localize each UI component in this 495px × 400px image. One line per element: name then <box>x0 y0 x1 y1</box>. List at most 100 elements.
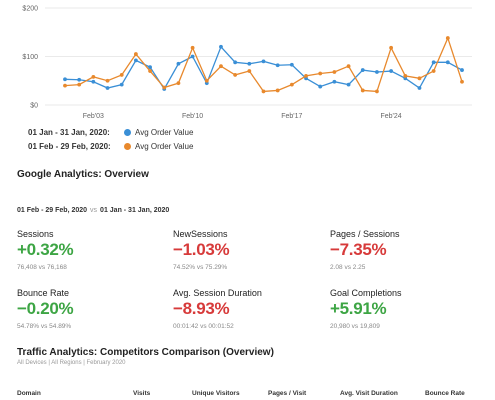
column-domain[interactable]: Domain <box>17 390 41 397</box>
data-point[interactable] <box>77 77 82 82</box>
data-point[interactable] <box>346 82 351 87</box>
data-point[interactable] <box>318 84 323 89</box>
chart-grid <box>45 7 472 106</box>
data-point[interactable] <box>91 79 96 84</box>
data-point[interactable] <box>304 74 308 78</box>
column-pages-per-visit[interactable]: Pages / Visit <box>268 390 307 397</box>
data-point[interactable] <box>119 73 124 77</box>
data-point[interactable] <box>119 82 124 87</box>
metric-pages-per-session: Pages / Sessions −7.35% 2.08 vs 2.25 <box>330 229 480 271</box>
data-point[interactable] <box>233 60 238 65</box>
data-point[interactable] <box>261 89 266 94</box>
x-tick-label: Feb'10 <box>182 113 203 120</box>
data-point[interactable] <box>261 59 266 64</box>
data-point[interactable] <box>375 70 379 74</box>
metric-value: −7.35% <box>330 240 387 259</box>
period-vs: vs <box>90 207 98 214</box>
series-1 <box>63 36 464 94</box>
y-tick-label: $200 <box>22 6 38 13</box>
legend-dot-blue <box>124 129 131 136</box>
comparison-period: 01 Feb - 29 Feb, 2020 vs 01 Jan - 31 Jan, … <box>17 207 169 214</box>
data-point[interactable] <box>162 85 167 90</box>
y-tick-label: $100 <box>22 54 38 61</box>
data-point[interactable] <box>275 88 280 93</box>
column-bounce-rate[interactable]: Bounce Rate <box>425 390 465 397</box>
data-point[interactable] <box>219 44 223 49</box>
metric-compare: 00:01:42 vs 00:01:52 <box>173 323 234 330</box>
data-point[interactable] <box>77 82 82 87</box>
metric-new-sessions: NewSessions −1.03% 74.52% vs 75.29% <box>173 229 323 271</box>
data-point[interactable] <box>289 82 294 87</box>
data-point[interactable] <box>460 79 464 84</box>
data-point[interactable] <box>247 69 252 73</box>
metric-label: Pages / Sessions <box>330 229 400 239</box>
metric-compare: 2.08 vs 2.25 <box>330 264 366 271</box>
column-avg-visit-duration[interactable]: Avg. Visit Duration <box>340 390 398 397</box>
data-point[interactable] <box>318 71 323 76</box>
data-point[interactable] <box>375 89 379 94</box>
data-point[interactable] <box>332 79 337 84</box>
data-point[interactable] <box>445 36 450 40</box>
y-tick-label: $0 <box>30 103 38 110</box>
data-point[interactable] <box>460 68 464 72</box>
data-point[interactable] <box>360 88 365 93</box>
traffic-title: Traffic Analytics: Competitors Compariso… <box>17 347 274 358</box>
data-point[interactable] <box>431 60 436 65</box>
period-current: 01 Feb - 29 Feb, 2020 <box>17 207 88 214</box>
data-point[interactable] <box>133 58 138 63</box>
legend-item-january[interactable]: 01 Jan - 31 Jan, 2020: Avg Order Value <box>28 128 193 137</box>
data-point[interactable] <box>148 65 152 70</box>
data-point[interactable] <box>176 61 181 66</box>
data-point[interactable] <box>389 45 394 50</box>
data-point[interactable] <box>289 62 294 67</box>
data-point[interactable] <box>389 69 394 73</box>
column-unique-visitors[interactable]: Unique Visitors <box>192 390 240 397</box>
data-point[interactable] <box>275 63 280 68</box>
legend-range: 01 Jan - 31 Jan, 2020: <box>28 128 110 137</box>
x-tick-label: Feb'24 <box>381 113 402 120</box>
series-line <box>64 45 463 91</box>
data-point[interactable] <box>176 81 181 86</box>
data-point[interactable] <box>360 68 365 72</box>
data-point[interactable] <box>233 73 238 77</box>
data-point[interactable] <box>63 77 67 82</box>
data-point[interactable] <box>431 69 436 73</box>
data-point[interactable] <box>417 86 422 90</box>
metric-label: NewSessions <box>173 229 228 239</box>
metric-value: −1.03% <box>173 240 230 259</box>
metric-goal-completions: Goal Completions +5.91% 20,980 vs 19,809 <box>330 288 480 330</box>
column-visits[interactable]: Visits <box>133 390 151 397</box>
data-point[interactable] <box>403 74 408 78</box>
metric-label: Sessions <box>17 229 54 239</box>
legend-label: Avg Order Value <box>135 128 194 137</box>
data-point[interactable] <box>148 69 152 73</box>
data-point[interactable] <box>219 64 223 69</box>
data-point[interactable] <box>190 54 195 59</box>
data-point[interactable] <box>417 76 422 81</box>
metric-label: Goal Completions <box>330 288 402 298</box>
data-point[interactable] <box>133 52 138 56</box>
metric-bounce-rate: Bounce Rate −0.20% 54.78% vs 54.89% <box>17 288 167 330</box>
data-point[interactable] <box>105 86 110 90</box>
metric-avg-session-duration: Avg. Session Duration −8.93% 00:01:42 vs… <box>173 288 323 330</box>
legend-label: Avg Order Value <box>135 142 194 151</box>
metric-value: +0.32% <box>17 240 74 259</box>
metric-value: −8.93% <box>173 299 230 318</box>
data-point[interactable] <box>332 70 337 74</box>
period-previous: 01 Jan - 31 Jan, 2020 <box>100 207 170 214</box>
data-point[interactable] <box>190 45 195 50</box>
data-point[interactable] <box>247 61 252 66</box>
metric-compare: 76,408 vs 76,168 <box>17 264 67 271</box>
data-point[interactable] <box>105 78 110 83</box>
data-point[interactable] <box>91 74 96 79</box>
metric-compare: 20,980 vs 19,809 <box>330 323 380 330</box>
legend-item-february[interactable]: 01 Feb - 29 Feb, 2020: Avg Order Value <box>28 142 193 151</box>
chart-y-ticks: $200 $100 $0 <box>22 6 38 110</box>
data-point[interactable] <box>346 64 351 69</box>
data-point[interactable] <box>63 83 67 88</box>
series-line <box>64 36 463 93</box>
legend-range: 01 Feb - 29 Feb, 2020: <box>28 142 111 151</box>
data-point[interactable] <box>445 60 450 65</box>
metric-label: Bounce Rate <box>17 288 70 298</box>
data-point[interactable] <box>204 78 209 83</box>
